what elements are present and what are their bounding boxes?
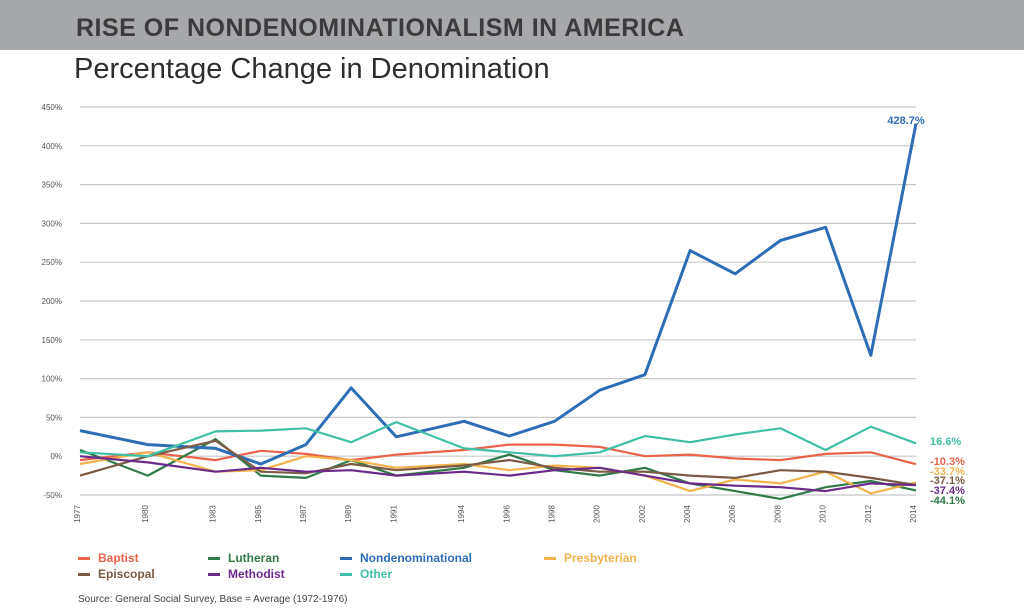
y-tick-label: 100%	[42, 375, 62, 384]
series-line-baptist	[79, 443, 917, 466]
x-tick-label: 1983	[209, 505, 218, 523]
legend-swatch-nondenominational	[340, 557, 352, 561]
legend-label-lutheran: Lutheran	[228, 551, 280, 565]
legend-item-methodist: Methodist	[208, 567, 285, 581]
legend-label-other: Other	[360, 567, 393, 581]
legend-item-other: Other	[340, 567, 392, 581]
x-tick-label: 1985	[254, 505, 263, 523]
y-tick-label: 300%	[42, 219, 62, 228]
end-label-methodist: -37.4%	[930, 485, 965, 497]
y-tick-label: 350%	[42, 181, 62, 190]
y-tick-label: 250%	[42, 258, 62, 267]
x-tick-label: 1996	[502, 505, 511, 523]
legend-label-episcopal: Episcopal	[98, 567, 155, 581]
y-tick-label: 450%	[42, 103, 62, 112]
x-tick-label: 2014	[909, 505, 918, 523]
x-tick-label: 2004	[683, 505, 692, 523]
x-tick-label: 2000	[593, 505, 602, 523]
y-tick-label: 150%	[42, 336, 62, 345]
end-label-nondenominational: 428.7%	[887, 115, 925, 127]
x-tick-label: 1987	[299, 505, 308, 523]
x-tick-label: 2008	[773, 505, 782, 523]
chart-banner-title: RISE OF NONDENOMINATIONALISM IN AMERICA	[76, 14, 685, 42]
legend-label-presbyterian: Presbyterian	[564, 551, 637, 565]
y-tick-label: 200%	[42, 297, 62, 306]
end-label-other: 16.6%	[930, 436, 961, 448]
chart-legend: Baptist Lutheran Nondenominational Presb…	[78, 551, 718, 585]
chart-subtitle: Percentage Change in Denomination	[74, 53, 550, 85]
legend-item-presbyterian: Presbyterian	[544, 551, 637, 565]
series-line-other	[79, 421, 917, 458]
legend-label-nondenominational: Nondenominational	[360, 551, 472, 565]
end-label-baptist: -10.3%	[930, 456, 965, 468]
legend-swatch-other	[340, 573, 352, 577]
x-tick-label: 1977	[73, 505, 82, 523]
legend-item-nondenominational: Nondenominational	[340, 551, 472, 565]
x-tick-label: 2010	[819, 505, 828, 523]
legend-label-baptist: Baptist	[98, 551, 139, 565]
x-tick-label: 2006	[728, 505, 737, 523]
title-banner	[0, 0, 1024, 50]
legend-item-baptist: Baptist	[78, 551, 139, 565]
end-label-episcopal: -37.1%	[930, 475, 965, 487]
series-line-nondenominational	[79, 123, 918, 466]
series-line-presbyterian	[79, 451, 917, 495]
legend-swatch-episcopal	[78, 573, 90, 577]
x-tick-label: 2002	[638, 505, 647, 523]
series-line-episcopal	[79, 439, 917, 487]
x-tick-label: 1980	[141, 505, 150, 523]
x-tick-label: 1991	[389, 505, 398, 523]
x-tick-label: 1998	[547, 505, 556, 523]
legend-item-episcopal: Episcopal	[78, 567, 155, 581]
x-tick-label: 2012	[864, 505, 873, 523]
legend-item-lutheran: Lutheran	[208, 551, 279, 565]
x-tick-label: 1994	[457, 505, 466, 523]
legend-swatch-baptist	[78, 557, 90, 561]
y-tick-label: 0%	[50, 452, 62, 461]
legend-swatch-lutheran	[208, 557, 220, 561]
legend-swatch-methodist	[208, 573, 220, 577]
source-note: Source: General Social Survey, Base = Av…	[78, 594, 348, 605]
y-tick-label: 50%	[46, 413, 62, 422]
y-tick-label: -50%	[43, 491, 62, 500]
y-tick-label: 400%	[42, 142, 62, 151]
legend-label-methodist: Methodist	[228, 567, 285, 581]
x-tick-label: 1989	[344, 505, 353, 523]
legend-swatch-presbyterian	[544, 557, 556, 561]
series-line-methodist	[79, 455, 917, 493]
end-label-lutheran: -44.1%	[930, 495, 965, 507]
end-label-presbyterian: -33.7%	[930, 466, 965, 478]
